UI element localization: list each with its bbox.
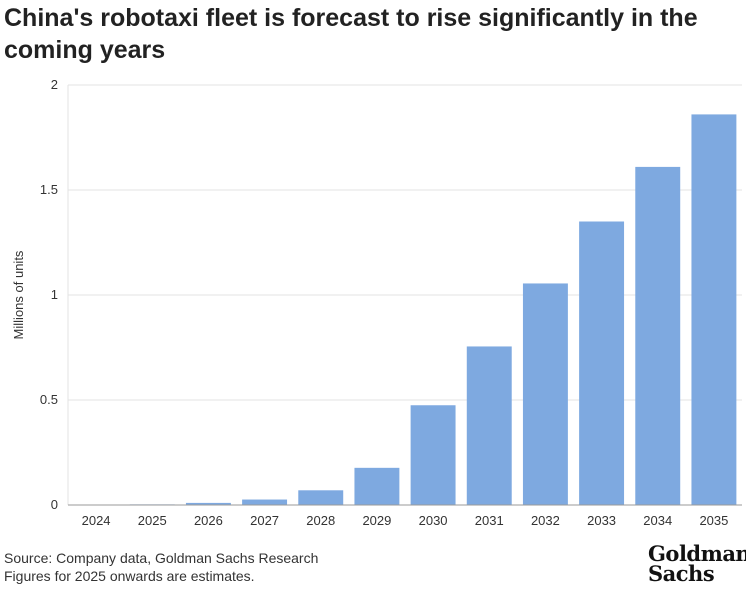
x-tick-label: 2031 [475,513,504,528]
y-tick-label: 0 [51,497,58,512]
goldman-sachs-logo: Goldman Sachs [648,541,746,586]
bar-2029 [354,467,400,505]
bar-2027 [242,499,288,505]
y-tick-label: 1.5 [40,182,58,197]
x-tick-label: 2026 [194,513,223,528]
y-tick-label: 0.5 [40,392,58,407]
bar-2030 [410,405,456,505]
x-tick-label: 2030 [419,513,448,528]
x-tick-label: 2024 [82,513,111,528]
x-tick-label: 2035 [699,513,728,528]
bar-2031 [466,346,512,505]
y-tick-label: 2 [51,77,58,92]
bar-2035 [691,114,737,506]
bar-2032 [522,283,568,505]
x-tick-label: 2029 [362,513,391,528]
y-tick-label: 1 [51,287,58,302]
bar-2033 [579,221,625,505]
bar-2034 [635,166,681,505]
x-tick-label: 2025 [138,513,167,528]
logo-line-2: Sachs [648,561,715,586]
x-tick-label: 2027 [250,513,279,528]
bar-2028 [298,490,344,505]
y-axis-label: Millions of units [11,250,26,339]
chart-title: China's robotaxi fleet is forecast to ri… [4,4,698,64]
x-tick-label: 2028 [306,513,335,528]
logo-line-1: Goldman [648,541,746,566]
source-note: Source: Company data, Goldman Sachs Rese… [4,550,319,566]
x-tick-label: 2033 [587,513,616,528]
chart-footer: Source: Company data, Goldman Sachs Rese… [4,549,318,585]
x-tick-label: 2034 [643,513,672,528]
estimate-note: Figures for 2025 onwards are estimates. [4,568,255,584]
bar-2026 [185,502,231,505]
x-tick-label: 2032 [531,513,560,528]
